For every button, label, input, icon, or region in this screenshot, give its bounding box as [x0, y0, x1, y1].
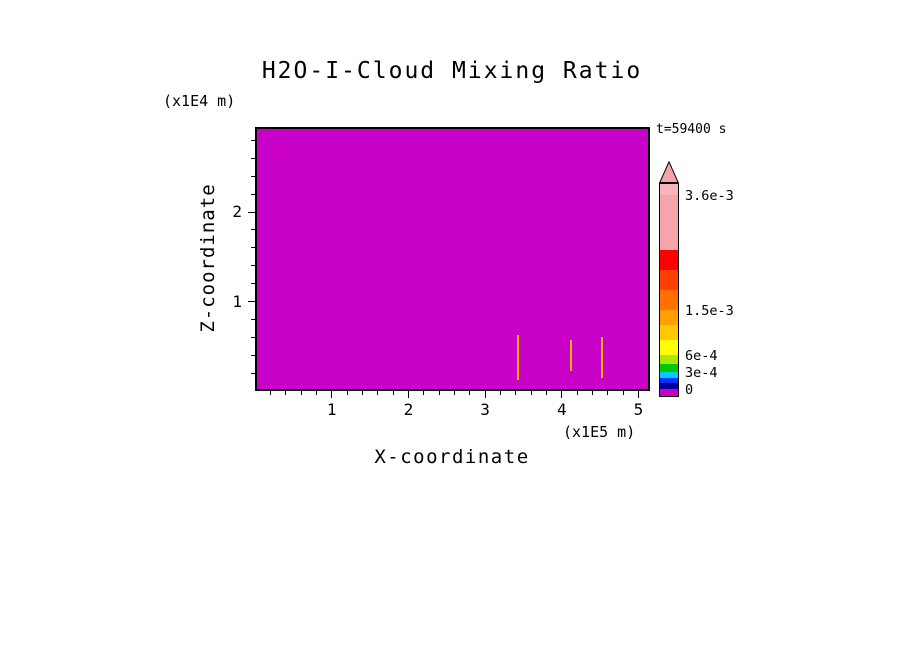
colorbar-level-label: 0 — [685, 382, 694, 398]
x-axis-minor-tick — [469, 391, 471, 395]
z-axis-minor-tick — [251, 372, 255, 374]
x-tick-label: 3 — [480, 400, 490, 419]
z-tick-label: 1 — [232, 291, 242, 311]
x-axis-minor-tick — [622, 391, 624, 395]
x-tick-label: 1 — [326, 400, 337, 419]
colorbar-segment — [660, 250, 678, 270]
x-axis-minor-tick — [591, 391, 593, 395]
x-axis-minor-tick — [300, 391, 302, 395]
colorbar-segment — [660, 325, 678, 340]
colorbar-arrow-tip-icon — [659, 161, 679, 183]
x-axis-minor-tick — [515, 391, 517, 395]
x-tick-label: 2 — [403, 400, 414, 419]
colorbar-segment — [660, 378, 678, 383]
x-axis-minor-tick — [453, 391, 455, 395]
cloud-column-2 — [570, 339, 573, 372]
time-label: t=59400 s — [656, 122, 727, 137]
colorbar-level-label: 6e-4 — [685, 348, 718, 364]
z-axis-unit: (x1E4 m) — [163, 92, 236, 110]
z-axis-minor-tick — [251, 283, 255, 285]
colorbar-segment — [660, 184, 678, 195]
x-axis-minor-tick — [438, 391, 440, 395]
colorbar-segment — [660, 364, 678, 372]
x-axis-minor-tick — [346, 391, 348, 395]
z-axis-minor-tick — [251, 229, 255, 231]
x-axis-major-tick — [484, 391, 486, 398]
z-axis-minor-tick — [251, 354, 255, 356]
plot-area — [255, 127, 650, 391]
z-axis-minor-tick — [251, 336, 255, 338]
colorbar-segment — [660, 389, 678, 396]
colorbar-bar — [659, 183, 679, 397]
colorbar-segment — [660, 383, 678, 389]
z-axis-minor-tick — [251, 175, 255, 177]
x-tick-label: 5 — [633, 400, 644, 419]
x-axis-major-tick — [637, 391, 639, 398]
chart-title: H2O-I-Cloud Mixing Ratio — [261, 58, 643, 84]
x-axis-minor-tick — [423, 391, 425, 395]
colorbar-segment — [660, 340, 678, 355]
x-axis-minor-tick — [530, 391, 532, 395]
z-axis-minor-tick — [251, 139, 255, 141]
x-axis-unit: (x1E5 m) — [563, 423, 636, 441]
x-axis-minor-tick — [361, 391, 363, 395]
x-axis-minor-tick — [269, 391, 271, 395]
z-axis-minor-tick — [251, 157, 255, 159]
colorbar-segment — [660, 310, 678, 325]
x-axis-minor-tick — [392, 391, 394, 395]
z-axis-major-tick — [248, 211, 255, 213]
x-tick-label: 4 — [556, 400, 567, 419]
colorbar-segment — [660, 355, 678, 364]
x-axis-title: X-coordinate — [374, 446, 530, 468]
x-axis-major-tick — [407, 391, 409, 398]
colorbar-level-label: 3.6e-3 — [685, 188, 734, 204]
colorbar-segment — [660, 372, 678, 378]
z-axis-minor-tick — [251, 265, 255, 267]
colorbar: 3.6e-3 1.5e-3 6e-4 3e-4 0 — [659, 161, 734, 398]
z-axis-title: Z-coordinate — [197, 183, 219, 333]
x-axis-minor-tick — [315, 391, 317, 395]
x-axis-major-tick — [331, 391, 333, 398]
colorbar-level-label: 1.5e-3 — [685, 303, 734, 319]
x-axis-minor-tick — [576, 391, 578, 395]
colorbar-segment — [660, 270, 678, 290]
colorbar-level-label: 3e-4 — [685, 365, 718, 381]
cloud-column-1 — [516, 335, 519, 381]
x-axis-major-tick — [561, 391, 563, 398]
cloud-column-3 — [601, 337, 604, 379]
z-tick-label: 2 — [232, 202, 242, 222]
x-axis-minor-tick — [607, 391, 609, 395]
z-axis-minor-tick — [251, 318, 255, 320]
z-axis-minor-tick — [251, 193, 255, 195]
colorbar-segment — [660, 195, 678, 250]
colorbar-segment — [660, 290, 678, 310]
colorbar-labels: 3.6e-3 1.5e-3 6e-4 3e-4 0 — [685, 183, 755, 398]
colorbar-bar-wrap: 3.6e-3 1.5e-3 6e-4 3e-4 0 — [659, 183, 734, 398]
x-axis-minor-tick — [377, 391, 379, 395]
z-axis-minor-tick — [251, 247, 255, 249]
x-axis-minor-tick — [285, 391, 287, 395]
z-axis-major-tick — [248, 301, 255, 302]
x-axis-minor-tick — [545, 391, 547, 395]
x-axis-minor-tick — [499, 391, 501, 395]
